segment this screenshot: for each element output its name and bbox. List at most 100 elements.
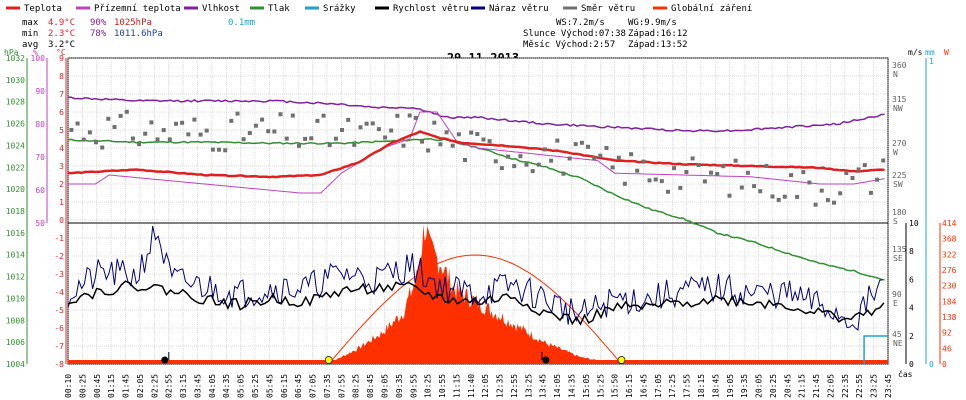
- wind-dir-point: [364, 121, 369, 126]
- wind-dir-point: [395, 113, 400, 118]
- wind-dir-point: [543, 147, 547, 152]
- wind-dir-point: [868, 190, 873, 195]
- tick-pressure: 1032: [6, 54, 25, 63]
- x-tick-label: 12:05: [481, 374, 490, 398]
- tick-radiation: 46: [942, 344, 952, 353]
- wind-dir-point: [241, 137, 246, 142]
- axis-unit-left-1: %: [33, 48, 38, 57]
- tick-radiation: 92: [942, 329, 952, 338]
- tick-pressure: 1010: [6, 294, 25, 303]
- wind-dir-point: [321, 113, 326, 118]
- wind-dir-point: [432, 120, 437, 125]
- wind-dir-point: [598, 153, 603, 158]
- tick-temp: 5: [59, 126, 64, 135]
- tick-wind: 10: [909, 219, 919, 228]
- series-wind-speed-line: [67, 280, 885, 326]
- x-tick-label: 02:55: [165, 374, 174, 398]
- x-tick-label: 00:45: [93, 374, 102, 398]
- legend-label-0: Teplota: [24, 4, 62, 14]
- tick-dir-label: E: [893, 299, 898, 308]
- wind-dir-point: [149, 120, 154, 125]
- tick-temp: 8: [59, 72, 64, 81]
- wind-dir-point: [481, 137, 486, 142]
- stat-max-press: 1025hPa: [114, 18, 152, 28]
- tick-dir-label: SE: [893, 254, 903, 263]
- wind-dir-point: [376, 127, 381, 132]
- tick-pressure: 1016: [6, 229, 25, 238]
- wind-dir-point: [721, 164, 726, 169]
- wind-dir-point: [137, 142, 142, 147]
- x-tick-label: 08:45: [366, 374, 375, 398]
- wind-dir-point: [469, 130, 474, 135]
- tick-dir: 225: [892, 171, 907, 180]
- wind-dir-point: [518, 154, 523, 159]
- wind-dir-point: [438, 142, 443, 147]
- tick-radiation: 322: [942, 250, 957, 259]
- tick-temp: 0: [59, 216, 64, 225]
- x-tick-label: 08:25: [352, 374, 361, 398]
- wind-dir-point: [758, 189, 763, 194]
- wind-dir-point: [844, 171, 849, 175]
- wind-dir-point: [475, 132, 480, 136]
- wind-dir-point: [604, 146, 609, 150]
- wind-dir-point: [290, 113, 295, 118]
- tick-wind: 0: [909, 360, 914, 369]
- tick-radiation: 0: [942, 360, 947, 369]
- tick-pressure: 1012: [6, 273, 25, 282]
- wind-dir-point: [856, 167, 861, 172]
- x-tick-label: 07:55: [337, 374, 346, 398]
- wind-dir-point: [776, 197, 781, 202]
- x-tick-label: 15:50: [611, 374, 620, 398]
- wind-dir-point: [530, 169, 535, 174]
- legend-label-7: Směr větru: [581, 4, 635, 14]
- tick-radiation: 368: [942, 235, 957, 244]
- x-tick-label: 05:25: [251, 374, 260, 398]
- tick-temp: 9: [59, 54, 64, 63]
- wind-dir-point: [204, 128, 209, 133]
- wind-dir-point: [678, 185, 683, 190]
- wind-dir-point: [278, 112, 283, 117]
- wind-dir-point: [672, 166, 677, 171]
- tick-pressure: 1008: [6, 316, 25, 325]
- wind-dir-point: [223, 148, 228, 153]
- wind-dir-point: [180, 120, 185, 125]
- tick-humidity: 90: [35, 87, 45, 96]
- wind-dir-point: [512, 164, 517, 169]
- x-tick-label: 15:05: [582, 374, 591, 398]
- wind-dir-point: [752, 184, 757, 189]
- tick-temp: 6: [59, 108, 64, 117]
- wind-dir-point: [456, 132, 461, 137]
- x-tick-label: 09:55: [409, 374, 418, 398]
- wind-dir-point: [493, 159, 498, 164]
- legend-label-3: Tlak: [268, 4, 290, 14]
- stat-ws: WS:7.2m/s: [556, 18, 605, 28]
- tick-pressure: 1028: [6, 98, 25, 107]
- wind-dir-point: [155, 137, 160, 142]
- x-tick-label: 17:25: [668, 374, 677, 398]
- wind-dir-point: [407, 113, 412, 118]
- wind-dir-point: [161, 128, 166, 133]
- x-tick-label: 04:35: [222, 374, 231, 398]
- wind-dir-point: [653, 177, 658, 182]
- tick-temp: 4: [59, 144, 64, 153]
- tick-dir-label: W: [893, 148, 898, 157]
- wind-dir-point: [641, 159, 646, 164]
- wind-dir-point: [413, 115, 418, 120]
- x-tick-label: 17:05: [654, 374, 663, 398]
- wind-dir-point: [801, 170, 806, 175]
- x-tick-label: 00:10: [64, 374, 73, 398]
- wind-dir-point: [130, 136, 135, 141]
- wind-dir-point: [333, 136, 338, 141]
- x-tick-label: 18:15: [697, 374, 706, 398]
- axis-unit-right-1: mm: [925, 48, 935, 57]
- tick-temp: -2: [54, 252, 64, 261]
- tick-rain: 0: [929, 360, 934, 369]
- tick-temp: 1: [59, 198, 64, 207]
- wind-dir-point: [770, 194, 775, 199]
- x-tick-label: 13:45: [539, 374, 548, 398]
- tick-humidity: 100: [31, 54, 46, 63]
- stat-sun-set: Západ:16:12: [628, 29, 688, 39]
- wind-dir-point: [850, 176, 855, 180]
- wind-dir-point: [463, 158, 467, 162]
